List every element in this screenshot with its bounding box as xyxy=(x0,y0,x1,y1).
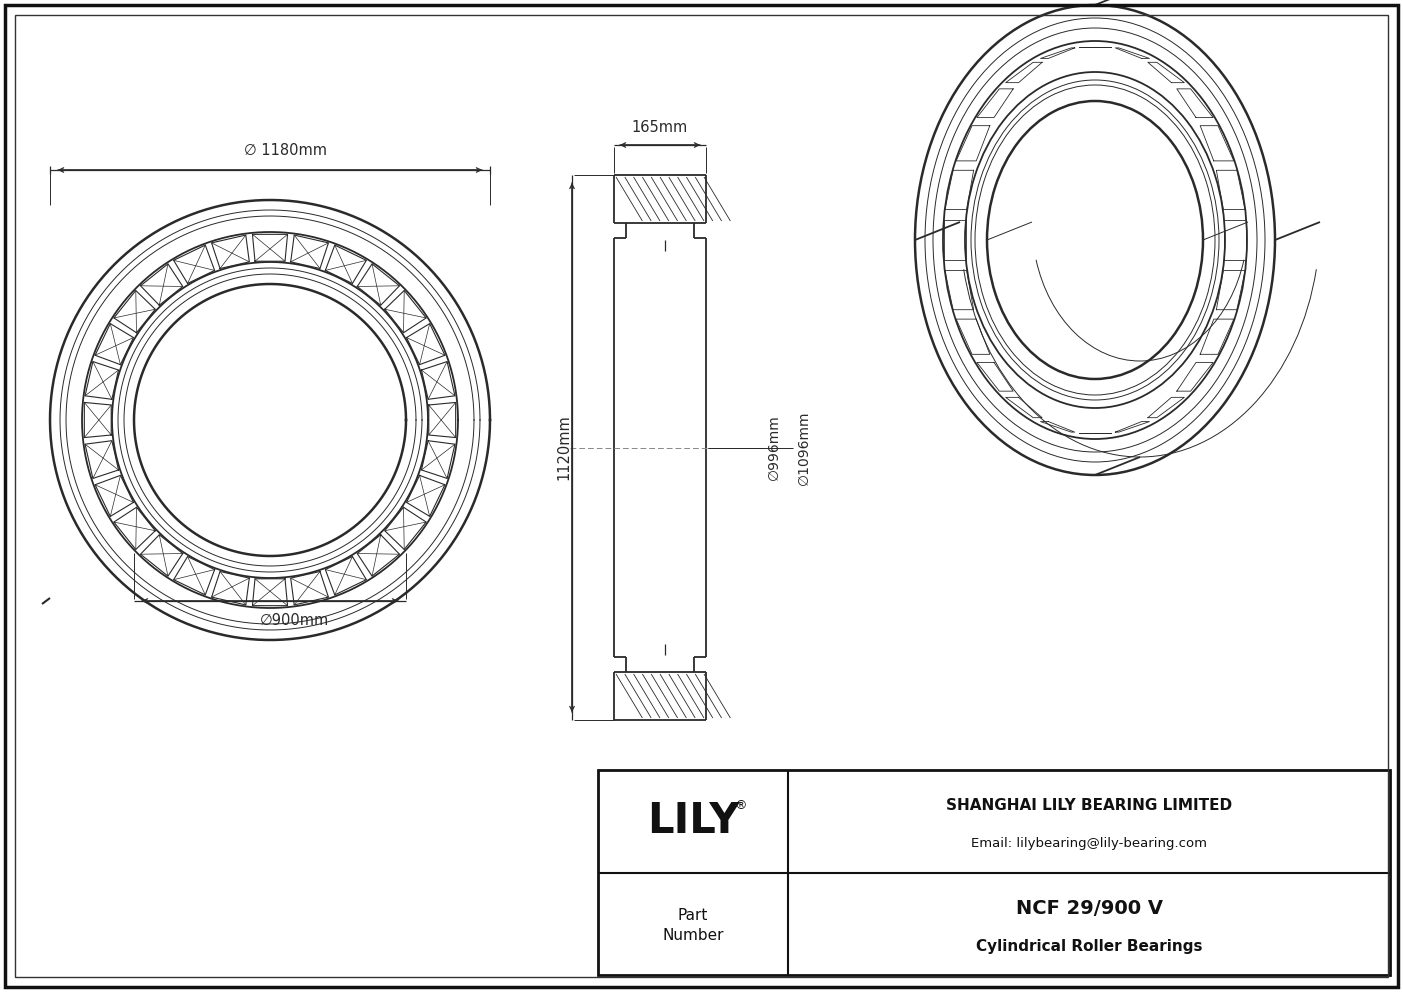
Text: LILY: LILY xyxy=(647,801,739,842)
Text: NCF 29/900 V: NCF 29/900 V xyxy=(1016,899,1163,918)
Text: 1120mm: 1120mm xyxy=(557,415,571,480)
Text: ∅900mm: ∅900mm xyxy=(261,613,330,628)
Bar xyxy=(598,770,1390,975)
Text: ∅1096mm: ∅1096mm xyxy=(797,411,811,485)
Text: Number: Number xyxy=(662,929,724,943)
Text: Email: lilybearing@lily-bearing.com: Email: lilybearing@lily-bearing.com xyxy=(971,837,1207,850)
Text: ®: ® xyxy=(735,799,748,811)
Text: SHANGHAI LILY BEARING LIMITED: SHANGHAI LILY BEARING LIMITED xyxy=(946,799,1232,813)
Text: Part: Part xyxy=(678,909,709,924)
Text: ∅996mm: ∅996mm xyxy=(767,415,781,480)
Text: 165mm: 165mm xyxy=(631,120,687,135)
Text: ∅ 1180mm: ∅ 1180mm xyxy=(244,143,327,158)
Text: Cylindrical Roller Bearings: Cylindrical Roller Bearings xyxy=(975,938,1202,953)
